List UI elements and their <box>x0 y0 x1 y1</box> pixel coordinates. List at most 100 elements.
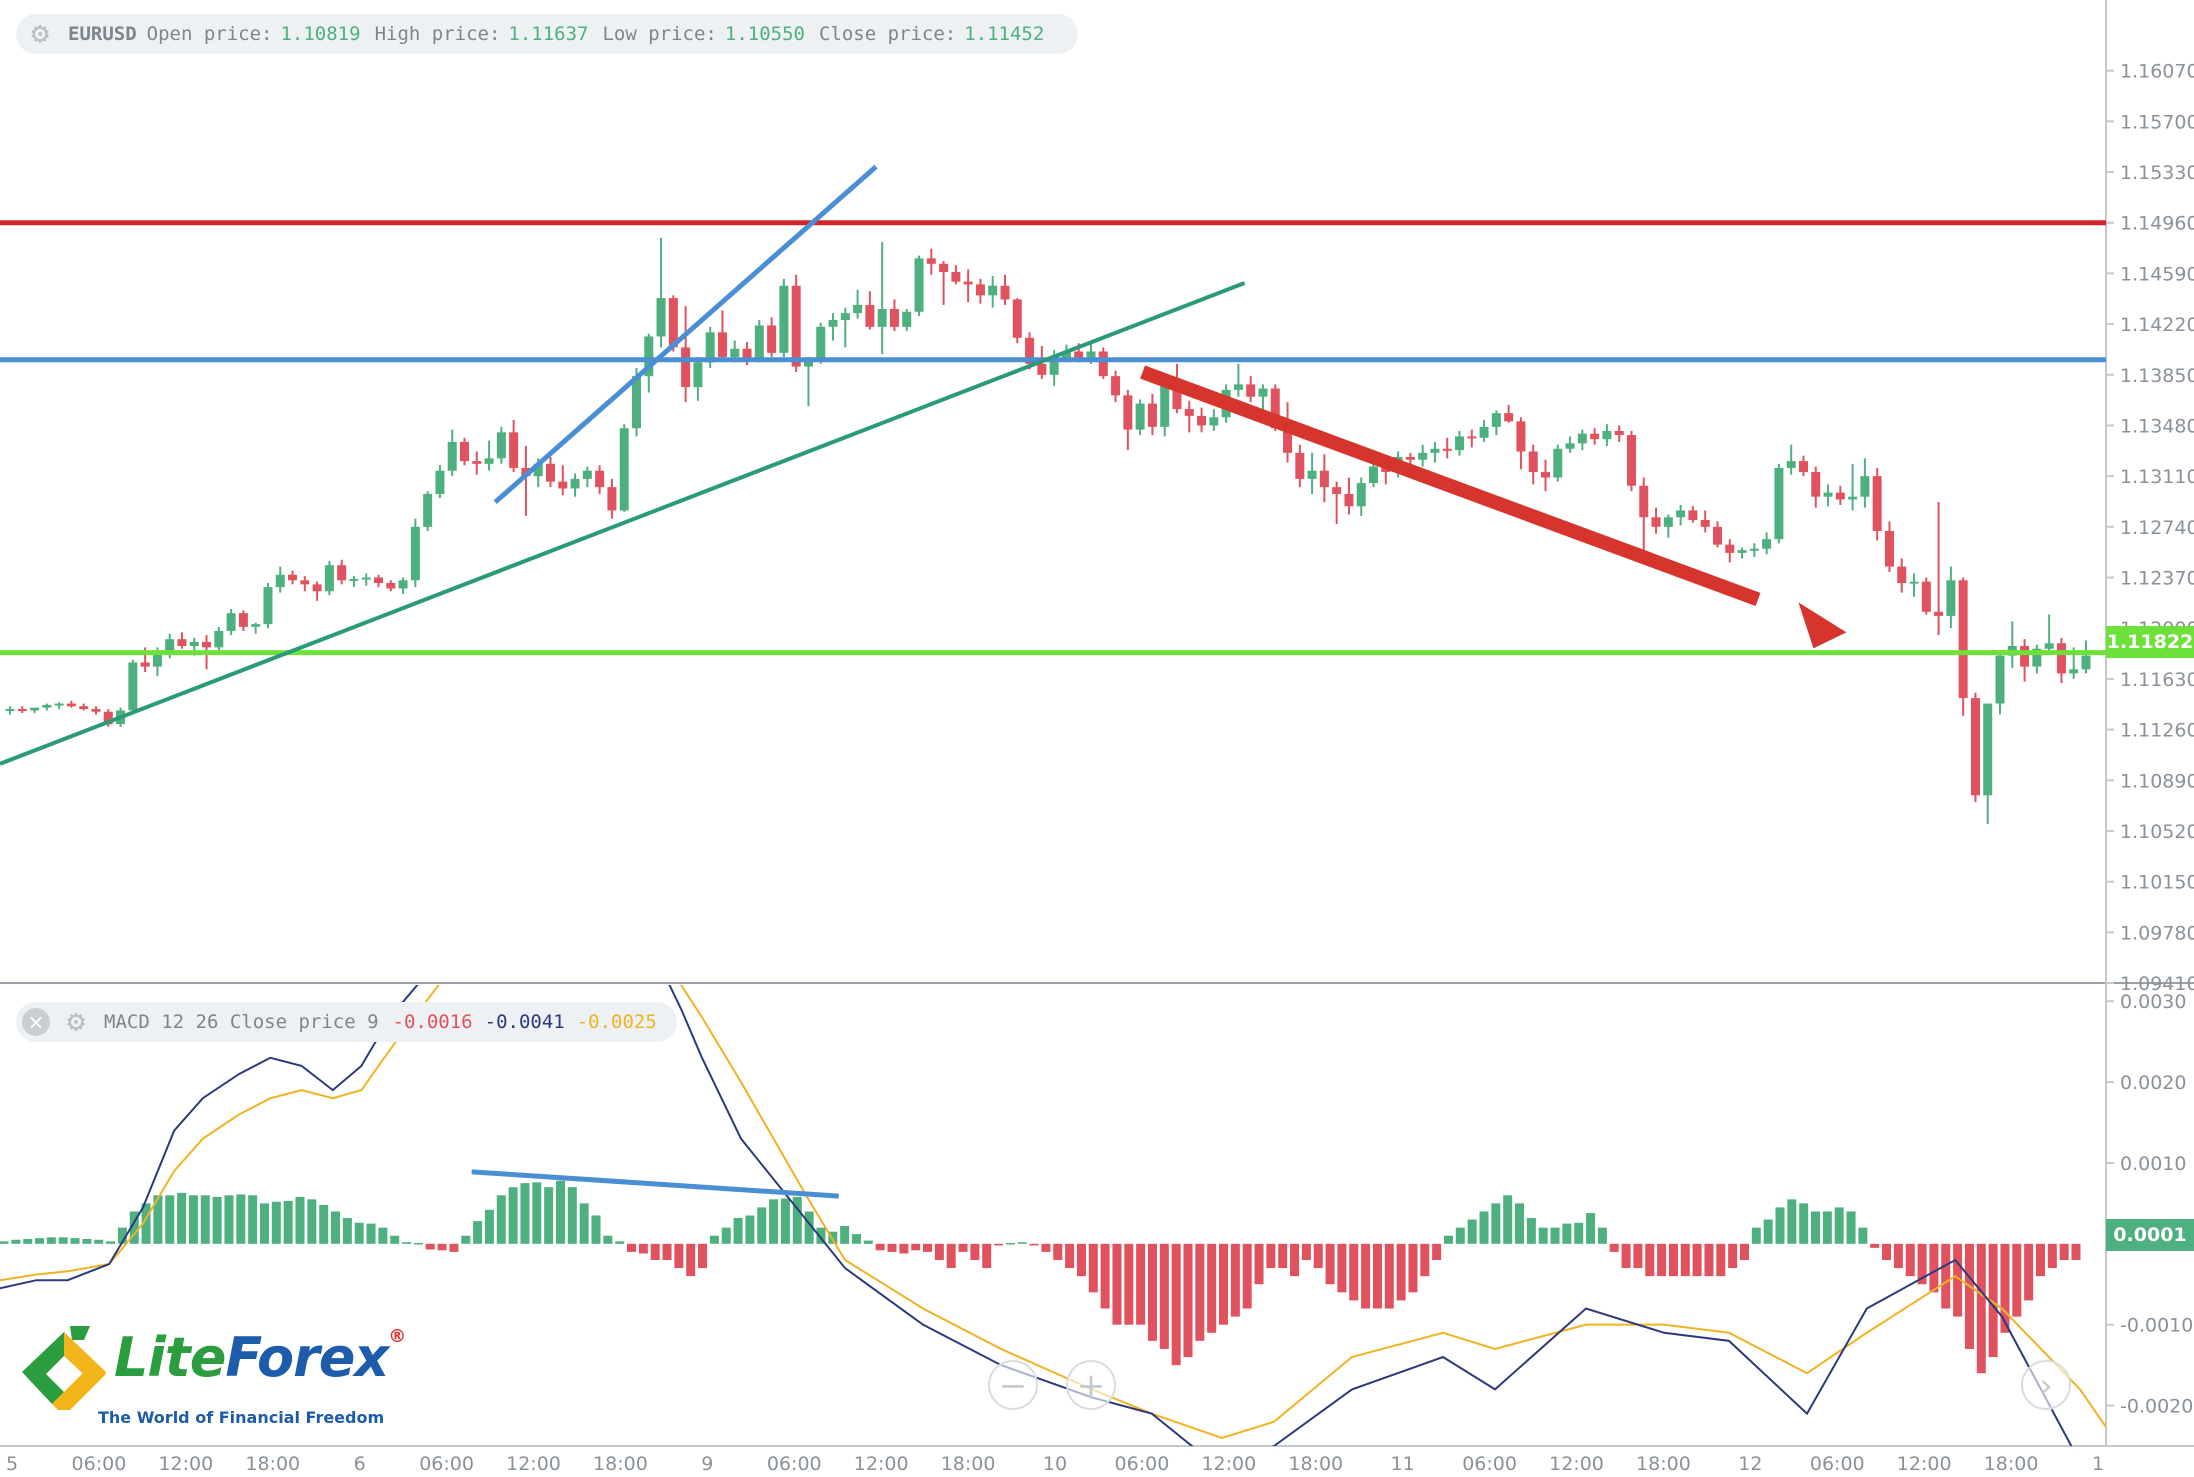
candle-body <box>1369 466 1379 484</box>
macd-histogram-bar <box>1882 1243 1892 1260</box>
candle-body <box>1319 470 1329 488</box>
candle-body <box>889 309 899 327</box>
candle-body <box>631 376 641 429</box>
macd-histogram-bar <box>1242 1243 1252 1309</box>
macd-histogram-bar <box>1301 1243 1311 1260</box>
macd-histogram-bar <box>1503 1195 1513 1244</box>
macd-histogram-bar <box>1349 1243 1359 1301</box>
macd-histogram-bar <box>11 1239 21 1244</box>
macd-histogram-bar <box>1633 1243 1643 1269</box>
settings-gear-icon[interactable]: ⚙ <box>30 16 50 51</box>
macd-settings-gear-icon[interactable]: ⚙ <box>66 1004 86 1039</box>
high-price-value: 1.11637 <box>508 23 589 45</box>
candle-body <box>1405 456 1415 460</box>
candle-body <box>1565 443 1575 449</box>
candle-body <box>1970 698 1980 796</box>
macd-histogram-bar <box>923 1243 933 1252</box>
zoom-out-button[interactable]: − <box>988 1360 1038 1410</box>
macd-divergence-line <box>471 1169 839 1199</box>
candle-body <box>1295 452 1305 479</box>
liteforex-logo-name: LiteForex® <box>114 1326 406 1389</box>
candle-body <box>238 613 248 627</box>
price-tick-label: 1.10520 <box>2120 821 2194 843</box>
candle-body <box>17 709 27 712</box>
price-tick-label: 1.14960 <box>2120 213 2194 235</box>
candle-body <box>189 641 199 647</box>
macd-histogram-bar <box>2071 1243 2081 1260</box>
candle-body <box>1749 548 1759 551</box>
macd-histogram-bar <box>958 1243 968 1252</box>
close-price-value: 1.11452 <box>964 23 1045 45</box>
price-tick-label: 1.14590 <box>2120 263 2194 285</box>
candle-body <box>5 709 15 712</box>
time-tick-label: 06:00 <box>1810 1453 1865 1475</box>
macd-histogram-bar <box>1479 1211 1489 1244</box>
zoom-in-button[interactable]: + <box>1066 1360 1116 1410</box>
macd-line <box>0 985 2073 1446</box>
time-tick-label: 6 <box>354 1453 366 1475</box>
macd-histogram-bar <box>496 1195 506 1244</box>
macd-histogram-bar <box>591 1215 601 1244</box>
macd-histogram-bar <box>1538 1227 1548 1244</box>
macd-tick-label: -0.0020 <box>2120 1396 2193 1418</box>
candle-body <box>1700 519 1710 527</box>
candle-body <box>1921 581 1931 612</box>
macd-histogram-bar <box>1432 1243 1442 1260</box>
candle-body <box>558 481 568 489</box>
current-macd-tag: 0.0001 <box>2106 1219 2194 1251</box>
remove-indicator-icon[interactable]: × <box>22 1008 50 1036</box>
candle-body <box>1786 461 1796 468</box>
macd-histogram-bar <box>2059 1243 2069 1260</box>
macd-histogram-bar <box>1065 1243 1075 1269</box>
price-tick-label: 1.12740 <box>2120 517 2194 539</box>
candle-body <box>288 574 298 581</box>
macd-histogram-bar <box>1941 1243 1951 1309</box>
macd-tick-label: 0.0020 <box>2120 1072 2186 1094</box>
candle-body <box>435 470 445 494</box>
candle-body <box>1049 361 1059 375</box>
macd-histogram-bar <box>1870 1243 1880 1248</box>
candle-body <box>2044 643 2054 649</box>
candle-body <box>1934 611 1944 616</box>
candle-body <box>1516 421 1526 452</box>
macd-histogram-bar <box>1728 1243 1738 1269</box>
macd-histogram-bar <box>970 1243 980 1260</box>
candle-body <box>1332 487 1342 494</box>
macd-histogram-bar <box>271 1201 281 1244</box>
macd-histogram-bar <box>1609 1243 1619 1252</box>
candle-body <box>2032 648 2042 667</box>
candle-body <box>1848 496 1858 500</box>
scroll-right-button[interactable]: › <box>2021 1360 2071 1410</box>
candle-body <box>484 458 494 464</box>
candle-body <box>177 639 187 647</box>
macd-histogram-bar <box>875 1243 885 1251</box>
macd-histogram-bar <box>1822 1211 1832 1244</box>
downtrend-arrow-shaft <box>1140 365 1761 607</box>
price-tick-label: 1.16070 <box>2120 61 2194 83</box>
candle-body <box>595 470 605 488</box>
macd-histogram-bar <box>1420 1243 1430 1277</box>
macd-label: MACD 12 26 Close price 9 <box>104 1011 379 1033</box>
symbol-label: EURUSD <box>68 23 137 45</box>
candle-body <box>410 526 420 581</box>
candle-body <box>1123 395 1133 430</box>
candle-body <box>1909 581 1919 584</box>
ascending-trend-line <box>0 281 1246 766</box>
candle-body <box>79 706 89 710</box>
low-price-label: Low price: <box>602 23 717 45</box>
macd-histogram-bar <box>1266 1243 1276 1269</box>
macd-histogram-bar <box>117 1227 127 1244</box>
macd-histogram-bar <box>698 1243 708 1269</box>
macd-histogram-bar <box>1645 1243 1655 1277</box>
time-tick-label: 18:00 <box>1636 1453 1691 1475</box>
candle-body <box>42 704 52 708</box>
macd-histogram-bar <box>1207 1243 1217 1333</box>
price-tick-label: 1.14220 <box>2120 314 2194 336</box>
macd-histogram-bar <box>1254 1243 1264 1285</box>
macd-histogram-bar <box>1929 1243 1939 1293</box>
macd-histogram-bar <box>532 1182 542 1244</box>
candle-body <box>1307 470 1317 479</box>
liteforex-logo: LiteForex® The World of Financial Freedo… <box>14 1318 406 1428</box>
macd-histogram-bar <box>1017 1242 1027 1244</box>
candle-body <box>386 583 396 589</box>
